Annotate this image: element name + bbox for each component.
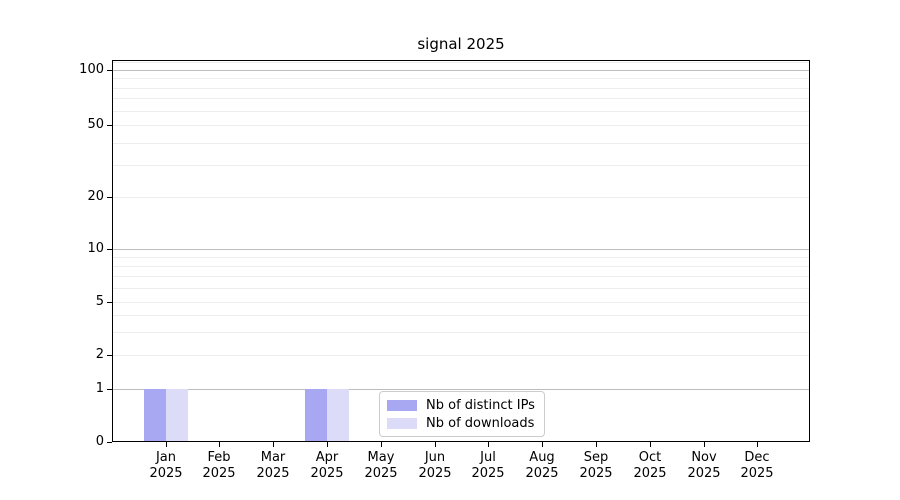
- gridline-minor: [112, 197, 810, 198]
- x-axis-tick-label: Mar 2025: [241, 450, 305, 482]
- y-axis-tick-mark: [107, 389, 112, 390]
- legend-item-distinct-ips: Nb of distinct IPs: [387, 397, 536, 413]
- x-axis-year: 2025: [525, 466, 559, 481]
- legend-swatch-distinct-ips: [387, 399, 417, 411]
- x-axis-year: 2025: [471, 466, 505, 481]
- x-axis-tick-mark: [327, 442, 328, 447]
- x-axis-tick-label: Feb 2025: [187, 450, 251, 482]
- x-axis-year: 2025: [310, 466, 344, 481]
- y-axis-tick-mark: [107, 355, 112, 356]
- bar-distinct-ips: [144, 389, 166, 442]
- gridline-minor: [112, 111, 810, 112]
- x-axis-tick-mark: [166, 442, 167, 447]
- x-axis-year: 2025: [633, 466, 667, 481]
- gridline-minor: [112, 98, 810, 99]
- x-axis-month: Dec: [744, 450, 770, 465]
- x-axis-tick-label: Oct 2025: [618, 450, 682, 482]
- gridline-minor: [112, 302, 810, 303]
- legend: Nb of distinct IPs Nb of downloads: [379, 391, 545, 437]
- x-axis-tick-mark: [542, 442, 543, 447]
- gridline-minor: [112, 288, 810, 289]
- y-axis-tick-label: 1: [95, 381, 104, 396]
- y-axis-tick-label: 100: [79, 62, 104, 77]
- legend-label-distinct-ips: Nb of distinct IPs: [426, 397, 535, 413]
- y-axis-tick-label: 10: [87, 241, 104, 256]
- gridline-minor: [112, 88, 810, 89]
- gridline-minor: [112, 143, 810, 144]
- x-axis-year: 2025: [149, 466, 183, 481]
- x-axis-month: May: [367, 450, 395, 465]
- x-axis-tick-mark: [219, 442, 220, 447]
- x-axis-year: 2025: [256, 466, 290, 481]
- x-axis-tick-mark: [273, 442, 274, 447]
- gridline-minor: [112, 62, 810, 63]
- x-axis-month: Jun: [424, 450, 446, 465]
- gridline-major: [112, 70, 810, 71]
- x-axis-tick-label: Jan 2025: [134, 450, 198, 482]
- bar-downloads: [166, 389, 188, 442]
- x-axis-tick-label: Apr 2025: [295, 450, 359, 482]
- gridline-minor: [112, 315, 810, 316]
- x-axis-tick-label: Sep 2025: [564, 450, 628, 482]
- x-axis-tick-mark: [704, 442, 705, 447]
- x-axis-tick-label: Aug 2025: [510, 450, 574, 482]
- x-axis-month: Jul: [480, 450, 496, 465]
- bar-downloads: [327, 389, 349, 442]
- x-axis-year: 2025: [202, 466, 236, 481]
- y-axis-tick-mark: [107, 197, 112, 198]
- y-axis-tick-mark: [107, 302, 112, 303]
- x-axis-tick-label: Jul 2025: [456, 450, 520, 482]
- x-axis-month: Oct: [638, 450, 662, 465]
- y-axis-tick-label: 0: [95, 434, 104, 449]
- gridline-major: [112, 249, 810, 250]
- gridline-minor: [112, 165, 810, 166]
- y-axis-tick-label: 5: [95, 294, 104, 309]
- x-axis-tick-label: Jun 2025: [403, 450, 467, 482]
- y-axis-tick-mark: [107, 249, 112, 250]
- legend-label-downloads: Nb of downloads: [426, 415, 535, 431]
- x-axis-tick-label: Nov 2025: [672, 450, 736, 482]
- x-axis-month: Feb: [207, 450, 231, 465]
- x-axis-month: Mar: [260, 450, 286, 465]
- y-axis-tick-mark: [107, 70, 112, 71]
- x-axis-year: 2025: [579, 466, 613, 481]
- x-axis-tick-label: May 2025: [349, 450, 413, 482]
- x-axis-month: Nov: [691, 450, 717, 465]
- x-axis-year: 2025: [740, 466, 774, 481]
- plot-border: [112, 60, 810, 442]
- y-axis-tick-mark: [107, 125, 112, 126]
- x-axis-month: Jan: [155, 450, 177, 465]
- x-axis-year: 2025: [418, 466, 452, 481]
- gridline-minor: [112, 355, 810, 356]
- y-axis-tick-label: 20: [87, 189, 104, 204]
- chart-title: signal 2025: [417, 35, 505, 53]
- legend-item-downloads: Nb of downloads: [387, 415, 536, 431]
- y-axis-tick-label: 50: [87, 117, 104, 132]
- y-axis-tick-label: 2: [95, 347, 104, 362]
- x-axis-tick-mark: [488, 442, 489, 447]
- bar-distinct-ips: [305, 389, 327, 442]
- gridline-minor: [112, 125, 810, 126]
- x-axis-tick-label: Dec 2025: [725, 450, 789, 482]
- gridline-minor: [112, 332, 810, 333]
- gridline-minor: [112, 78, 810, 79]
- x-axis-tick-mark: [757, 442, 758, 447]
- x-axis-tick-mark: [381, 442, 382, 447]
- x-axis-month: Apr: [315, 450, 339, 465]
- plot-area: Nb of distinct IPs Nb of downloads: [112, 60, 810, 442]
- x-axis-tick-mark: [650, 442, 651, 447]
- x-axis-year: 2025: [364, 466, 398, 481]
- y-axis-tick-mark: [107, 442, 112, 443]
- gridline-minor: [112, 266, 810, 267]
- x-axis-year: 2025: [687, 466, 721, 481]
- x-axis-month: Sep: [583, 450, 609, 465]
- x-axis-tick-mark: [596, 442, 597, 447]
- gridline-major: [112, 389, 810, 390]
- gridline-minor: [112, 276, 810, 277]
- gridline-minor: [112, 257, 810, 258]
- legend-swatch-downloads: [387, 417, 417, 429]
- x-axis-tick-mark: [435, 442, 436, 447]
- x-axis-month: Aug: [529, 450, 555, 465]
